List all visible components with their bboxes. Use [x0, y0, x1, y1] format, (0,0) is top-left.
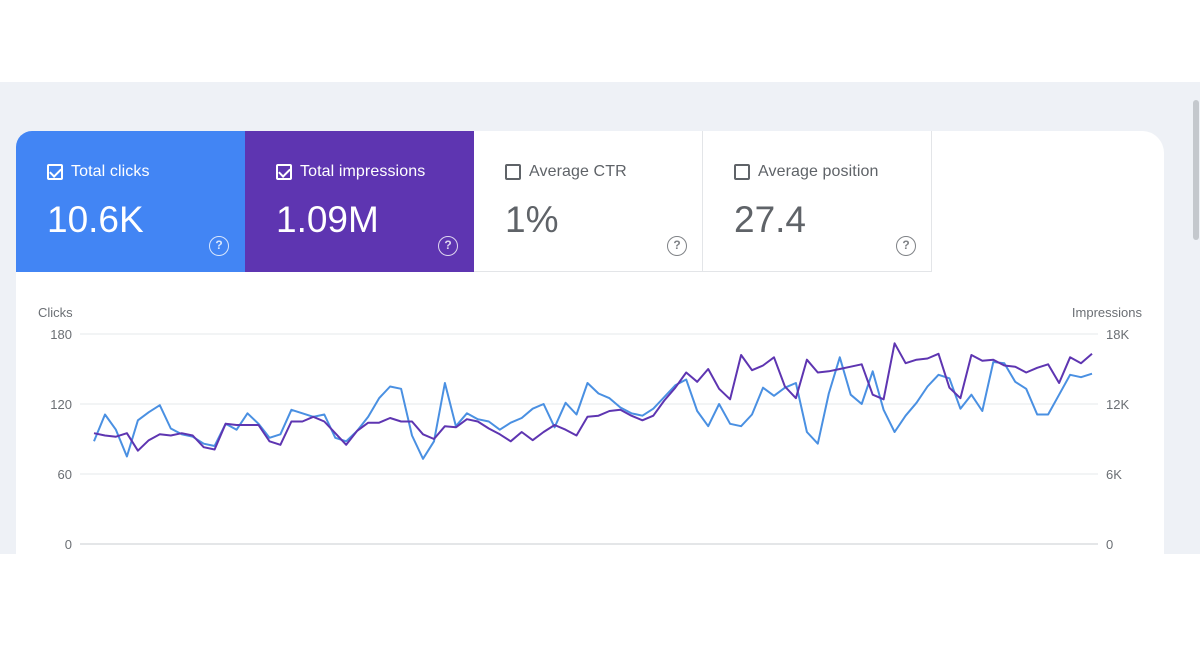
metric-label: Total impressions [300, 163, 426, 180]
performance-chart: Clicks Impressions 0 60 120 180 0 6K 12K 18K [38, 305, 1143, 552]
chart-gridlines [80, 333, 1098, 545]
left-axis-tick-label: 180 [50, 327, 72, 342]
metric-label: Total clicks [71, 163, 150, 180]
checkbox-checked-icon[interactable] [276, 164, 292, 180]
help-icon[interactable]: ? [896, 236, 916, 256]
help-icon[interactable]: ? [438, 236, 458, 256]
right-axis-tick-label: 0 [1106, 537, 1113, 552]
metric-tile-average-position[interactable]: Average position 27.4 ? [703, 131, 932, 272]
metric-tile-total-clicks[interactable]: Total clicks 10.6K ? [16, 131, 245, 272]
chart-series [93, 342, 1093, 460]
left-axis-tick-label: 60 [58, 467, 72, 482]
metric-value: 1% [505, 199, 559, 240]
metric-value: 1.09M [276, 199, 379, 240]
left-axis-tick-label: 120 [50, 397, 72, 412]
metric-label: Average CTR [529, 163, 627, 180]
checkbox-unchecked-icon[interactable] [505, 164, 521, 180]
scrollbar-thumb[interactable] [1193, 100, 1199, 240]
checkbox-checked-icon[interactable] [47, 164, 63, 180]
metric-value: 27.4 [734, 199, 807, 240]
metric-value: 10.6K [47, 199, 144, 240]
right-axis-ticks: 0 6K 12K 18K [1106, 327, 1129, 552]
metric-label: Average position [758, 163, 879, 180]
series-line-clicks [93, 356, 1093, 460]
help-icon[interactable]: ? [209, 236, 229, 256]
metric-tiles: Total clicks 10.6K ? Total impressions 1… [16, 131, 932, 272]
checkbox-unchecked-icon[interactable] [734, 164, 750, 180]
help-icon[interactable]: ? [667, 236, 687, 256]
left-axis-tick-label: 0 [65, 537, 72, 552]
right-axis-tick-label: 18K [1106, 327, 1129, 342]
performance-card: Total clicks 10.6K ? Total impressions 1… [16, 131, 1164, 554]
right-axis-tick-label: 6K [1106, 467, 1122, 482]
series-line-impressions [93, 342, 1093, 452]
right-axis-title: Impressions [1072, 305, 1143, 320]
left-axis-ticks: 0 60 120 180 [50, 327, 72, 552]
metric-tile-total-impressions[interactable]: Total impressions 1.09M ? [245, 131, 474, 272]
metric-tile-average-ctr[interactable]: Average CTR 1% ? [474, 131, 703, 272]
right-axis-tick-label: 12K [1106, 397, 1129, 412]
left-axis-title: Clicks [38, 305, 73, 320]
